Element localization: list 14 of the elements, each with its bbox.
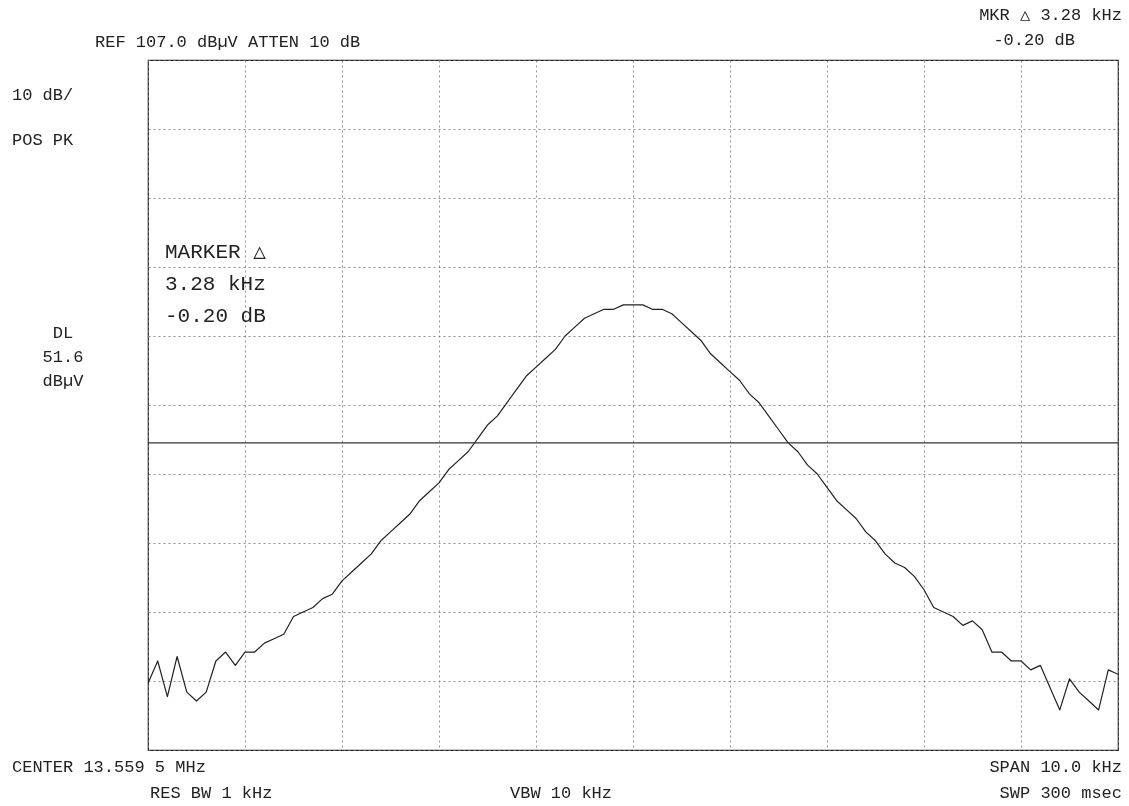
text: 10 dB/ bbox=[12, 86, 74, 105]
text: REF 107.0 dBµV ATTEN 10 dB bbox=[95, 33, 361, 52]
text: SWP 300 msec bbox=[999, 784, 1122, 803]
text: MARKER △ bbox=[165, 241, 267, 264]
text: 3.28 kHz bbox=[165, 273, 266, 296]
ref-line-label: DL 51.6 dBµV bbox=[42, 323, 85, 391]
text: CENTER 13.559 5 MHz bbox=[12, 758, 206, 777]
text: VBW 10 kHz bbox=[510, 784, 613, 803]
text: -0.20 dB bbox=[993, 31, 1075, 50]
text: MKR △ 3.28 kHz bbox=[979, 6, 1122, 25]
annotation: -0.20 dB bbox=[165, 305, 266, 328]
text: SPAN 10.0 kHz bbox=[989, 758, 1122, 777]
text: POS PK bbox=[12, 131, 75, 150]
text: RES BW 1 kHz bbox=[150, 784, 273, 803]
